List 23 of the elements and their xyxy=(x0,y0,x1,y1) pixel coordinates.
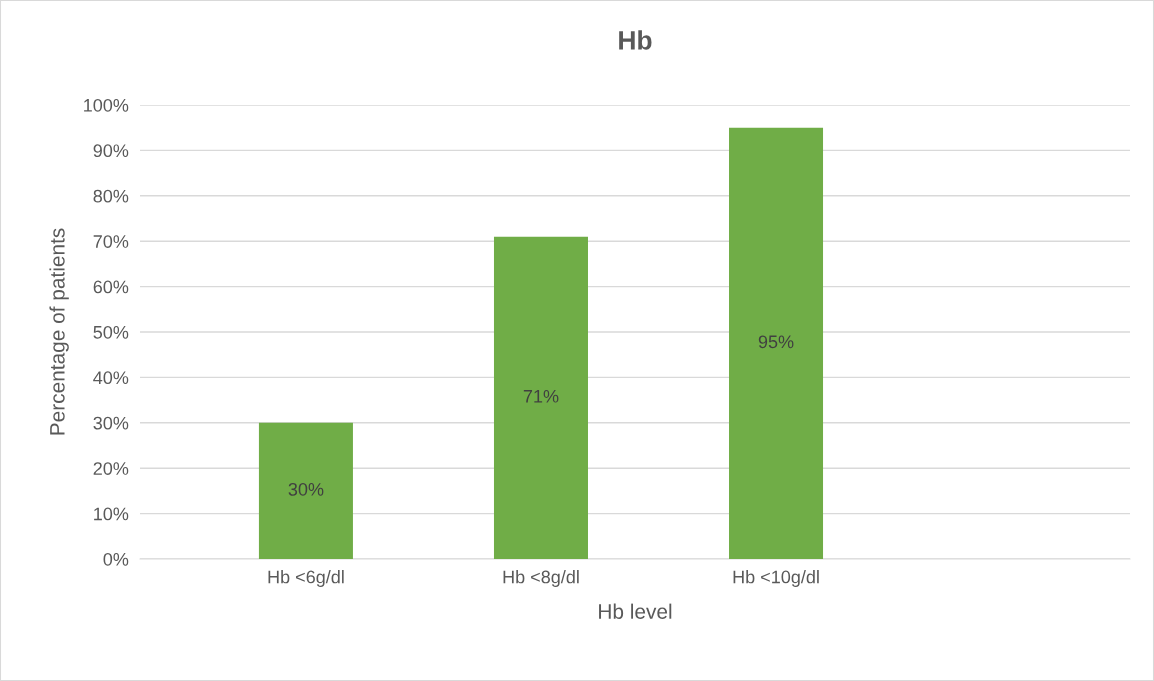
y-tick-label: 40% xyxy=(93,371,129,385)
y-tick-label: 50% xyxy=(93,325,129,339)
x-tick-label: Hb <10g/dl xyxy=(733,570,819,587)
data-label: 95% xyxy=(758,335,794,349)
y-tick-label: 80% xyxy=(93,189,129,203)
y-axis-title: Percentage of patients xyxy=(49,228,69,435)
data-label: 30% xyxy=(288,482,324,496)
y-tick-label: 30% xyxy=(93,416,129,430)
data-label: 71% xyxy=(523,389,559,403)
y-tick-label: 70% xyxy=(93,235,129,248)
y-tick-label: 10% xyxy=(94,507,129,521)
x-tick-label: Hb <8g/dl xyxy=(503,570,579,587)
bar xyxy=(729,127,824,559)
y-tick-label: 20% xyxy=(93,462,129,475)
y-tick-label: 90% xyxy=(93,144,129,158)
x-axis-title: Hb level xyxy=(599,603,672,619)
y-tick-label: 100% xyxy=(84,98,129,112)
bar xyxy=(258,422,353,559)
chart-title: Hb xyxy=(619,30,652,50)
y-tick-label: 60% xyxy=(93,280,129,294)
y-tick-label: 0% xyxy=(103,552,129,566)
x-tick-label: Hb <6g/dl xyxy=(268,570,344,587)
bar xyxy=(493,236,588,559)
